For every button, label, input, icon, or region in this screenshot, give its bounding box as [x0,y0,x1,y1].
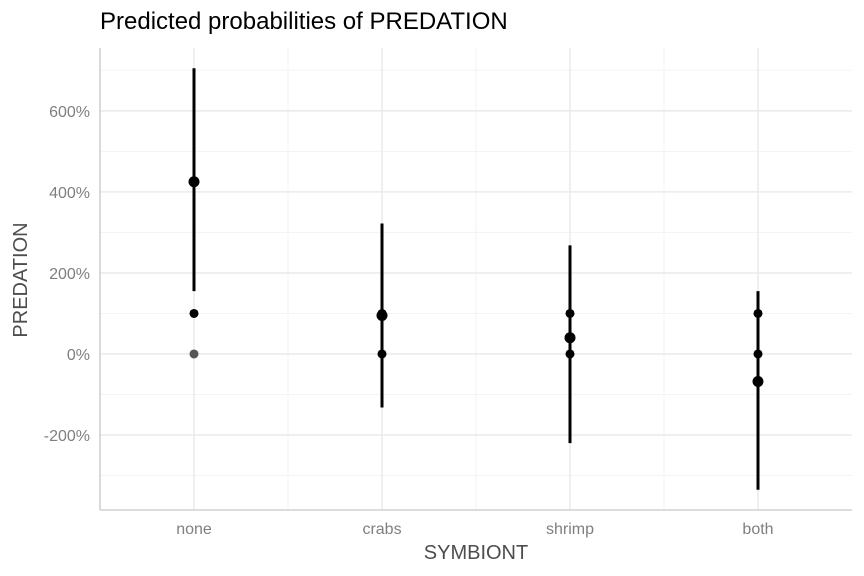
point-shrimp [564,332,576,344]
chart-title: Predicted probabilities of PREDATION [100,8,508,35]
x-tick-labels: none crabs shrimp both [176,521,773,538]
point-both [753,308,763,318]
predicted-points [188,176,764,388]
y-tick-label: 600% [49,104,90,121]
point-crabs [376,309,388,321]
point-shrimp [565,349,575,359]
x-tick-label: none [176,521,212,538]
y-tick-labels: -200% 0% 200% 400% 600% [44,104,90,445]
y-tick-label: -200% [44,428,90,445]
axes [99,48,852,511]
point-none [188,176,200,188]
point-both [753,349,763,359]
point-both [752,376,764,388]
y-tick-label: 200% [49,266,90,283]
point-shrimp [565,308,575,318]
x-tick-label: crabs [362,521,401,538]
x-axis-title: SYMBIONT [424,542,528,564]
point-none [189,349,199,359]
x-tick-label: both [742,521,773,538]
point-none [189,308,199,318]
grid [100,48,852,510]
y-tick-label: 400% [49,185,90,202]
y-tick-label: 0% [67,347,90,364]
y-axis-title: PREDATION [10,222,32,337]
point-crabs [377,349,387,359]
x-tick-label: shrimp [546,521,594,538]
